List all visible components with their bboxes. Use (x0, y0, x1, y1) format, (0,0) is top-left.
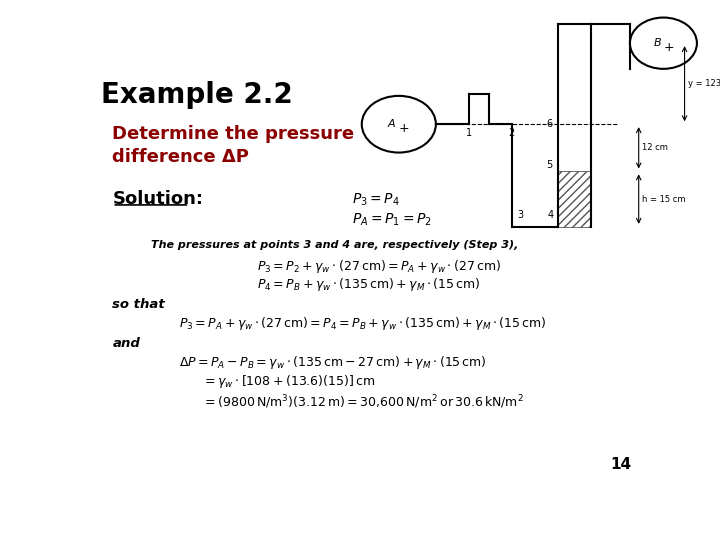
Text: $P_4 = P_B + \gamma_w \cdot (135\,\mathrm{cm}) + \gamma_M \cdot (15\,\mathrm{cm}: $P_4 = P_B + \gamma_w \cdot (135\,\mathr… (258, 276, 481, 293)
Text: y = 123 cm: y = 123 cm (688, 79, 720, 88)
Text: difference ΔP: difference ΔP (112, 148, 249, 166)
Text: 2: 2 (508, 128, 515, 138)
Text: Example 2.2: Example 2.2 (101, 82, 293, 110)
Text: The pressures at points 3 and 4 are, respectively (Step 3),: The pressures at points 3 and 4 are, res… (151, 240, 518, 250)
Text: $P_A = P_1 = P_2$: $P_A = P_1 = P_2$ (352, 211, 432, 227)
Text: +: + (399, 122, 410, 135)
Text: 14: 14 (610, 457, 631, 472)
Text: so that: so that (112, 298, 165, 310)
Text: $P_3 = P_2 + \gamma_w \cdot (27\,\mathrm{cm}) = P_A + \gamma_w \cdot (27\,\mathr: $P_3 = P_2 + \gamma_w \cdot (27\,\mathrm… (258, 258, 501, 275)
Text: $= (9800\,\mathrm{N/m^3})(3.12\,\mathrm{m}) = 30{,}600\,\mathrm{N/m^2}\,\mathrm{: $= (9800\,\mathrm{N/m^3})(3.12\,\mathrm{… (202, 393, 523, 411)
Text: $A$: $A$ (387, 117, 397, 129)
Text: Solution:: Solution: (112, 190, 203, 207)
Text: $\Delta P = P_A - P_B = \gamma_w \cdot (135\,\mathrm{cm} - 27\,\mathrm{cm}) + \g: $\Delta P = P_A - P_B = \gamma_w \cdot (… (179, 354, 487, 371)
Text: 3: 3 (517, 210, 523, 220)
Text: $P_3 = P_A + \gamma_w \cdot (27\,\mathrm{cm}) = P_4 = P_B + \gamma_w \cdot (135\: $P_3 = P_A + \gamma_w \cdot (27\,\mathrm… (179, 315, 546, 332)
Text: 6: 6 (546, 119, 552, 129)
Text: 4: 4 (548, 210, 554, 220)
Text: h = 15 cm: h = 15 cm (642, 195, 685, 204)
Text: $B$: $B$ (652, 36, 662, 48)
Text: 5: 5 (546, 160, 552, 170)
Text: Determine the pressure: Determine the pressure (112, 125, 354, 143)
Text: $P_3 = P_4$: $P_3 = P_4$ (352, 192, 400, 208)
Text: 12 cm: 12 cm (642, 143, 668, 152)
Text: +: + (663, 40, 674, 54)
Text: $= \gamma_w \cdot [108 + (13.6)(15)]\,\mathrm{cm}$: $= \gamma_w \cdot [108 + (13.6)(15)]\,\m… (202, 373, 375, 390)
Text: and: and (112, 337, 140, 350)
Text: 1: 1 (467, 128, 472, 138)
